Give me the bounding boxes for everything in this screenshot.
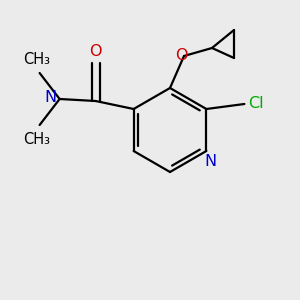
Text: O: O bbox=[175, 47, 187, 62]
Text: N: N bbox=[45, 91, 57, 106]
Text: O: O bbox=[89, 44, 102, 59]
Text: CH₃: CH₃ bbox=[23, 52, 50, 67]
Text: Cl: Cl bbox=[249, 97, 264, 112]
Text: CH₃: CH₃ bbox=[23, 131, 50, 146]
Text: N: N bbox=[204, 154, 216, 169]
